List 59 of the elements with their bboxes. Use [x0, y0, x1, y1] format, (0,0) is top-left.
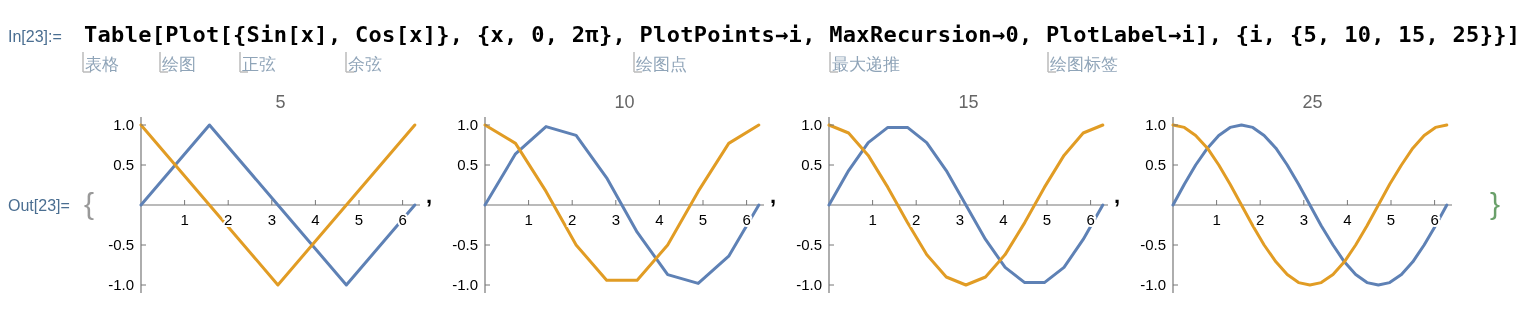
x-tick-label: 2 — [912, 211, 921, 228]
y-tick-label: 1.0 — [801, 116, 822, 133]
y-tick-label: 0.5 — [113, 156, 134, 173]
x-tick-label: 2 — [568, 211, 577, 228]
x-tick-label: 5 — [1386, 211, 1396, 228]
text: 最大递推 — [832, 55, 900, 74]
y-tick-label: 0.5 — [457, 156, 478, 173]
text: { — [84, 187, 95, 220]
y-tick-label: 1.0 — [1145, 116, 1166, 133]
x-tick-label: 6 — [1430, 211, 1439, 228]
y-tick-label: -0.5 — [108, 236, 134, 253]
x-tick-label: 3 — [611, 211, 620, 228]
y-tick-label: -1.0 — [452, 276, 478, 293]
x-tick-label: 3 — [1299, 211, 1308, 228]
x-tick-label: 6 — [742, 211, 751, 228]
chart-title: 25 — [1302, 92, 1323, 112]
x-tick-label: 3 — [267, 211, 276, 228]
y-tick-label: -0.5 — [796, 236, 822, 253]
text: , — [770, 183, 777, 208]
x-tick-label: 1 — [524, 211, 533, 228]
y-tick-label: -0.5 — [452, 236, 478, 253]
text: 正弦 — [242, 55, 276, 74]
text: 余弦 — [348, 55, 382, 74]
text: Table[Plot[{Sin[x], Cos[x]}, {x, 0, 2π}, PlotPoints→i, MaxRecursion→0, PlotLabel→i], {i, {5, 10, 15, 25}}] — [84, 22, 1520, 47]
x-tick-label: 6 — [1086, 211, 1095, 228]
y-tick-label: 0.5 — [801, 156, 822, 173]
text: 表格 — [85, 55, 119, 74]
text: 绘图 — [162, 55, 196, 74]
x-tick-label: 2 — [1256, 211, 1265, 228]
x-tick-label: 5 — [354, 211, 364, 228]
x-tick-label: 6 — [398, 211, 407, 228]
x-tick-label: 5 — [698, 211, 708, 228]
chart-title: 5 — [275, 92, 286, 112]
text: , — [426, 183, 433, 208]
x-tick-label: 1 — [180, 211, 189, 228]
text: } — [1490, 187, 1501, 220]
x-tick-label: 3 — [955, 211, 964, 228]
chart-title: 15 — [958, 92, 979, 112]
y-tick-label: -0.5 — [1140, 236, 1166, 253]
chart-title: 10 — [614, 92, 635, 112]
y-tick-label: 1.0 — [457, 116, 478, 133]
y-tick-label: -1.0 — [796, 276, 822, 293]
y-tick-label: 1.0 — [113, 116, 134, 133]
text: Out[23]= — [8, 197, 70, 214]
x-tick-label: 5 — [1042, 211, 1052, 228]
text: 绘图标签 — [1050, 55, 1118, 74]
text: , — [1114, 183, 1121, 208]
text: 绘图点 — [636, 55, 687, 74]
x-tick-label: 1 — [1212, 211, 1221, 228]
y-tick-label: 0.5 — [1145, 156, 1166, 173]
text: In[23]:= — [8, 28, 62, 45]
x-tick-label: 4 — [1343, 211, 1352, 228]
x-tick-label: 4 — [655, 211, 664, 228]
x-tick-label: 4 — [311, 211, 320, 228]
x-tick-label: 2 — [224, 211, 233, 228]
y-tick-label: -1.0 — [108, 276, 134, 293]
y-tick-label: -1.0 — [1140, 276, 1166, 293]
x-tick-label: 4 — [999, 211, 1008, 228]
x-tick-label: 1 — [868, 211, 877, 228]
